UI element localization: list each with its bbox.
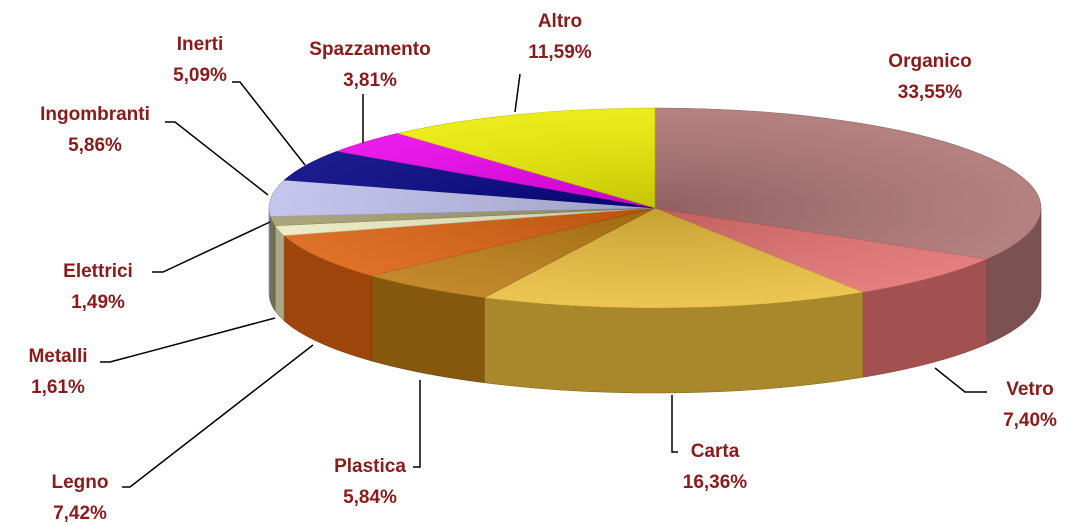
pie-wall xyxy=(274,224,285,322)
slice-name: Plastica xyxy=(334,456,406,477)
leader-line xyxy=(413,380,421,468)
slice-name: Ingombranti xyxy=(40,104,150,125)
slice-value: 5,86% xyxy=(68,135,122,156)
leader-line xyxy=(934,367,987,393)
slice-name: Legno xyxy=(52,472,109,493)
leader-line xyxy=(122,344,314,488)
leader-line xyxy=(671,395,678,453)
slice-name: Inerti xyxy=(177,34,223,55)
slice-value: 5,84% xyxy=(343,487,397,508)
slice-value: 7,42% xyxy=(53,503,107,524)
slice-value: 16,36% xyxy=(683,472,748,493)
slice-value: 33,55% xyxy=(898,82,963,103)
pie-wall xyxy=(270,216,276,312)
slice-value: 11,59% xyxy=(528,42,591,63)
leader-line xyxy=(232,81,306,166)
labels: Organico 33,55% Vetro 7,40% Carta 16,36% Plast… xyxy=(28,11,1057,524)
slice-value: 7,40% xyxy=(1003,410,1057,431)
slice-name: Organico xyxy=(888,51,971,72)
slice-value: 5,09% xyxy=(173,65,227,86)
slice-name: Spazzamento xyxy=(309,39,430,60)
slice-value: 1,61% xyxy=(31,377,85,398)
slice-name: Vetro xyxy=(1006,379,1054,400)
slice-name: Altro xyxy=(538,11,582,32)
leader-line xyxy=(165,121,269,196)
leader-line xyxy=(100,317,276,363)
leader-line xyxy=(514,73,521,113)
slice-name: Metalli xyxy=(28,346,87,367)
slice-value: 1,49% xyxy=(71,292,125,313)
leader-line xyxy=(152,221,271,273)
slice-name: Elettrici xyxy=(63,261,133,282)
slice-value: 3,81% xyxy=(343,70,397,91)
slice-name: Carta xyxy=(691,441,740,462)
pie-tops xyxy=(268,107,1042,309)
